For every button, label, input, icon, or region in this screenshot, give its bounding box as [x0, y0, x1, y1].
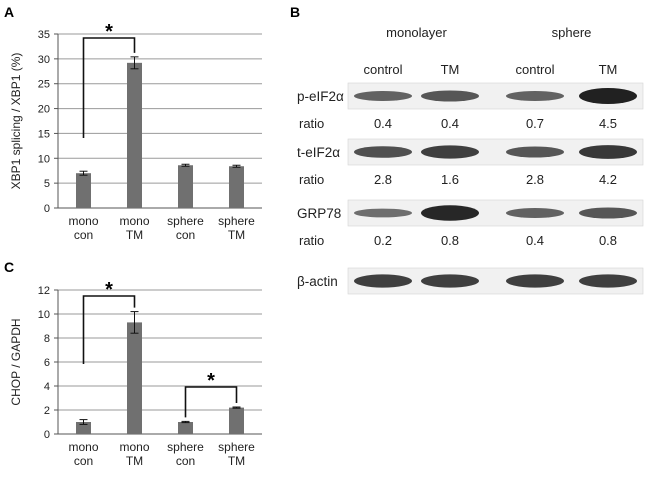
blot-band — [579, 274, 637, 288]
category-label: TM — [228, 454, 245, 468]
ratio-value: 0.4 — [374, 116, 392, 131]
blot-band — [506, 274, 564, 288]
significance-bracket — [184, 386, 238, 418]
category-label: TM — [126, 228, 143, 242]
bar — [229, 166, 244, 208]
protein-label: GRP78 — [297, 206, 341, 221]
blot-band — [421, 274, 479, 288]
column-label: TM — [441, 62, 460, 77]
category-label: mono — [68, 440, 98, 454]
y-tick-label: 15 — [38, 128, 50, 140]
bar — [127, 322, 142, 434]
category-label: sphere — [218, 440, 255, 454]
blot-band — [421, 205, 479, 221]
significance-bracket — [82, 37, 136, 138]
panel-label-a: A — [4, 4, 14, 20]
category-label: con — [74, 454, 93, 468]
y-tick-label: 30 — [38, 54, 50, 66]
category-label: mono — [119, 440, 149, 454]
y-tick-label: 25 — [38, 79, 50, 91]
ratio-label: ratio — [299, 116, 324, 131]
y-tick-label: 10 — [38, 309, 50, 321]
ratio-value: 4.5 — [599, 116, 617, 131]
blot-band — [421, 90, 479, 102]
y-tick-label: 10 — [38, 153, 50, 165]
column-label: control — [363, 62, 402, 77]
y-tick-label: 5 — [44, 178, 50, 190]
significance-star: * — [105, 21, 113, 43]
y-tick-label: 2 — [44, 405, 50, 417]
bar — [178, 422, 193, 434]
bar — [178, 165, 193, 208]
y-tick-label: 8 — [44, 333, 50, 345]
y-tick-label: 0 — [44, 429, 50, 441]
column-label: TM — [599, 62, 618, 77]
protein-label: p-eIF2α — [297, 89, 344, 104]
bar — [229, 407, 244, 434]
y-tick-label: 6 — [44, 357, 50, 369]
y-axis-title: CHOP / GAPDH — [9, 318, 23, 405]
blot-band — [579, 145, 637, 159]
ratio-value: 0.8 — [599, 233, 617, 248]
protein-label: t-eIF2α — [297, 145, 340, 160]
category-label: TM — [228, 228, 245, 242]
blot-band — [354, 146, 412, 158]
blot-band — [506, 91, 564, 101]
ratio-value: 2.8 — [374, 172, 392, 187]
ratio-value: 0.8 — [441, 233, 459, 248]
category-label: TM — [126, 454, 143, 468]
ratio-value: 0.4 — [441, 116, 459, 131]
significance-bracket — [82, 295, 136, 364]
group-label: sphere — [552, 25, 592, 40]
significance-star: * — [207, 370, 215, 392]
ratio-value: 0.7 — [526, 116, 544, 131]
western-blot-panel: monolayer sphere control TM control TM p-eIF2α… — [297, 25, 644, 295]
blot-band — [421, 145, 479, 159]
blot-band — [354, 91, 412, 101]
blot-band — [579, 207, 637, 219]
blot-band — [506, 208, 564, 218]
significance-star: * — [105, 279, 113, 301]
blot-band — [354, 208, 412, 218]
ratio-value: 2.8 — [526, 172, 544, 187]
blot-band — [579, 88, 637, 104]
category-label: sphere — [167, 440, 204, 454]
category-label: con — [74, 228, 93, 242]
protein-label: β-actin — [297, 274, 338, 289]
category-label: con — [176, 228, 195, 242]
category-label: con — [176, 454, 195, 468]
bar — [76, 422, 91, 434]
blot-band — [506, 146, 564, 158]
ratio-label: ratio — [299, 172, 324, 187]
ratio-value: 4.2 — [599, 172, 617, 187]
panel-label-b: B — [290, 4, 300, 20]
bar — [76, 173, 91, 208]
group-label: monolayer — [386, 25, 447, 40]
category-label: sphere — [218, 214, 255, 228]
column-label: control — [515, 62, 554, 77]
ratio-value: 0.4 — [526, 233, 544, 248]
y-tick-label: 20 — [38, 104, 50, 116]
chart-a: 0 5 10 15 20 25 30 35 XBP1 splicing / XBP1 (%) mo… — [9, 21, 262, 242]
category-label: mono — [119, 214, 149, 228]
y-tick-label: 0 — [44, 203, 50, 215]
bar — [127, 62, 142, 208]
y-axis-title: XBP1 splicing / XBP1 (%) — [9, 53, 23, 190]
y-tick-label: 35 — [38, 29, 50, 41]
ratio-label: ratio — [299, 233, 324, 248]
panel-label-c: C — [4, 259, 14, 275]
category-label: mono — [68, 214, 98, 228]
y-tick-label: 4 — [44, 381, 50, 393]
ratio-value: 0.2 — [374, 233, 392, 248]
ratio-value: 1.6 — [441, 172, 459, 187]
category-label: sphere — [167, 214, 204, 228]
y-tick-label: 12 — [38, 285, 50, 297]
blot-band — [354, 274, 412, 288]
